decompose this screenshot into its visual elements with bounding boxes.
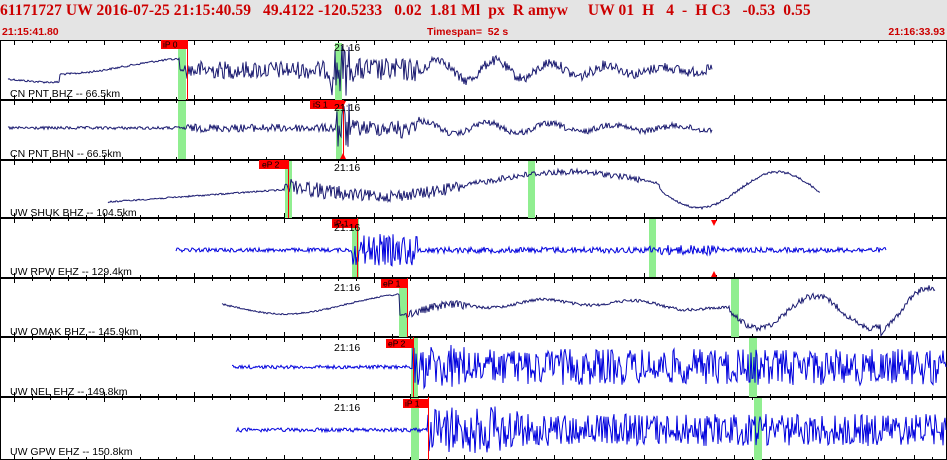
trace-label-3: UW RPW EHZ -- 129.4km (10, 266, 132, 278)
header-bar: 61171727 UW 2016-07-25 21:15:40.59 49.41… (0, 0, 947, 40)
trace-label-1: CN PNT BHN -- 66.5km (10, 148, 121, 160)
trace-label-4: UW OMAK BHZ -- 145.9km (10, 326, 139, 338)
trace-label-2: UW SHUK BHZ -- 104.5km (10, 207, 137, 219)
waveform-rpw-ehz (175, 234, 887, 267)
time-ticks (14, 40, 933, 460)
minute-label-0: 21:16 (334, 42, 360, 54)
waveform-omak-bhz (221, 285, 936, 337)
minute-labels: 21:16 21:16 21:16 21:16 21:16 21:16 21:1… (334, 42, 360, 414)
timespan: Timespan= 52 s (427, 26, 509, 38)
minute-label-3: 21:16 (334, 222, 360, 234)
waveform-pnt-bhn (7, 103, 713, 147)
pick-flags: iP 0 iS 1 eP 2 iP 1 eP 1 eP 2 iP 1 (161, 40, 429, 409)
trace-label-5: UW NEL EHZ -- 149.8km (10, 386, 128, 398)
waveform-nel-ehz (232, 344, 947, 390)
pick-flag-1: iS 1 (313, 100, 328, 110)
station-labels: CN PNT BHZ -- 66.5km CN PNT BHN -- 66.5k… (10, 88, 139, 458)
pick-flag-3: iP 1 (334, 219, 349, 229)
trace-label-0: CN PNT BHZ -- 66.5km (10, 88, 120, 100)
pick-flag-2: eP 2 (262, 160, 280, 170)
event-title: 61171727 UW 2016-07-25 21:15:40.59 49.41… (0, 2, 811, 19)
trace-label-6: UW GPW EHZ -- 150.8km (10, 446, 133, 458)
pick-flag-5: eP 2 (388, 339, 406, 349)
waveforms (7, 45, 947, 454)
waveform-pnt-bhz (7, 45, 713, 96)
start-time: 21:15:41.80 (2, 26, 59, 38)
minute-label-4: 21:16 (334, 282, 360, 294)
panel-frames (0, 40, 947, 460)
pick-flag-0: iP 0 (163, 40, 178, 50)
minute-label-2: 21:16 (334, 162, 360, 174)
minute-label-6: 21:16 (334, 402, 360, 414)
minute-label-1: 21:16 (334, 102, 360, 114)
minute-label-5: 21:16 (334, 342, 360, 354)
end-time: 21:16:33.93 (888, 26, 945, 38)
waveform-gpw-ehz (235, 406, 947, 454)
pick-flag-4: eP 1 (383, 279, 401, 289)
seismogram-panel[interactable]: iP 0 iS 1 eP 2 iP 1 eP 1 eP 2 iP 1 21:16… (0, 40, 947, 460)
waveform-shuk-bhz (107, 167, 821, 210)
pick-flag-6: iP 1 (405, 399, 420, 409)
